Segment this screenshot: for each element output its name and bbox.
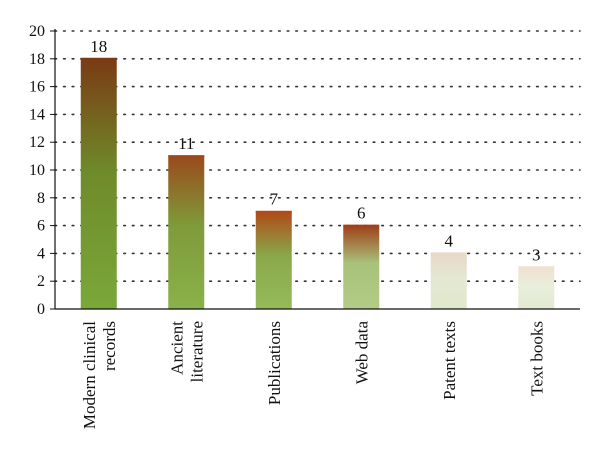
y-tick-label: 6	[37, 218, 45, 235]
bar	[343, 225, 380, 309]
x-tick-label-line: Text books	[527, 321, 546, 396]
bar	[80, 58, 117, 309]
data-label: 3	[532, 245, 541, 264]
x-tick-label-line: Modern clinical	[80, 321, 99, 429]
x-tick-label-line: Patent texts	[440, 321, 459, 400]
y-tick-label: 14	[29, 106, 45, 123]
x-tick-label-line: records	[100, 321, 119, 371]
grid-layer	[54, 30, 581, 283]
y-tick-label: 18	[29, 51, 45, 68]
y-tick-label: 10	[29, 162, 45, 179]
bar	[255, 211, 292, 309]
y-tick-label: 12	[29, 134, 45, 151]
x-tick-label: Modern clinical records	[80, 321, 119, 429]
x-tick-label: Web data	[352, 321, 371, 385]
labels-layer: 18 Modern clinical records 11 Ancient literat…	[80, 37, 547, 429]
bars-layer	[80, 57, 555, 309]
x-tick-label-line: Ancient	[167, 321, 186, 375]
x-tick-label: Publications	[265, 321, 284, 405]
data-label: 11	[178, 134, 194, 153]
x-tick-label: Patent texts	[440, 321, 459, 400]
bar	[168, 156, 205, 309]
y-tick-label: 2	[37, 273, 45, 290]
x-tick-label: Ancient literature	[167, 321, 206, 383]
data-label: 6	[357, 204, 366, 223]
y-tick-label: 16	[29, 79, 45, 96]
x-tick-label-line: Publications	[265, 321, 284, 405]
y-tick-label: 4	[37, 245, 45, 262]
y-tick-label: 8	[37, 190, 45, 207]
data-label: 7	[270, 190, 279, 209]
data-label: 18	[90, 37, 107, 56]
axis-layer: 0 2 4 6 8 10 12 14 16 18 20	[29, 23, 580, 318]
x-tick-label-line: literature	[187, 321, 206, 382]
y-tick-label: 20	[29, 23, 45, 40]
y-tick-label: 0	[37, 301, 45, 318]
data-label: 4	[445, 231, 454, 250]
x-tick-label: Text books	[527, 321, 546, 396]
bar	[430, 253, 467, 309]
x-tick-label-line: Web data	[352, 321, 371, 385]
bar	[518, 267, 555, 309]
